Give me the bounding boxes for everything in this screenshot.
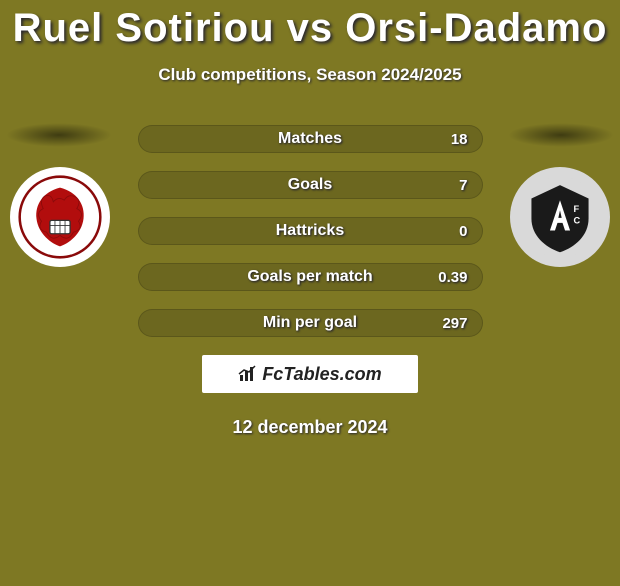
page-subtitle: Club competitions, Season 2024/2025 — [0, 65, 620, 85]
stat-row-goals: Goals 7 — [138, 171, 483, 199]
page-title: Ruel Sotiriou vs Orsi-Dadamo — [0, 6, 620, 51]
stat-value-left: 0.39 — [438, 269, 467, 286]
club-logo-left — [10, 167, 110, 267]
club-logo-right: F C — [510, 167, 610, 267]
footer-date: 12 december 2024 — [0, 417, 620, 438]
svg-text:F: F — [573, 204, 579, 214]
stat-label: Hattricks — [139, 222, 482, 240]
stat-row-gpm: Goals per match 0.39 — [138, 263, 483, 291]
stat-value-left: 7 — [459, 177, 467, 194]
brand-badge[interactable]: FcTables.com — [202, 355, 418, 393]
stat-value-left: 18 — [451, 131, 468, 148]
stats-area: F C Matches 18 Goals 7 Hattricks 0 Goals… — [0, 125, 620, 438]
brand-text: FcTables.com — [262, 364, 381, 385]
stat-label: Goals per match — [139, 268, 482, 286]
stat-label: Goals — [139, 176, 482, 194]
crest-right-icon: F C — [518, 175, 602, 259]
svg-text:C: C — [573, 216, 580, 226]
crest-left-icon — [18, 175, 102, 259]
stat-label: Min per goal — [139, 314, 482, 332]
stat-value-left: 297 — [442, 315, 467, 332]
player-shadow-left — [6, 123, 112, 147]
stat-row-matches: Matches 18 — [138, 125, 483, 153]
stat-label: Matches — [139, 130, 482, 148]
stat-row-hattricks: Hattricks 0 — [138, 217, 483, 245]
chart-icon — [238, 365, 258, 383]
stat-value-left: 0 — [459, 223, 467, 240]
stat-row-mpg: Min per goal 297 — [138, 309, 483, 337]
player-shadow-right — [508, 123, 614, 147]
stat-bars: Matches 18 Goals 7 Hattricks 0 Goals per… — [138, 125, 483, 337]
